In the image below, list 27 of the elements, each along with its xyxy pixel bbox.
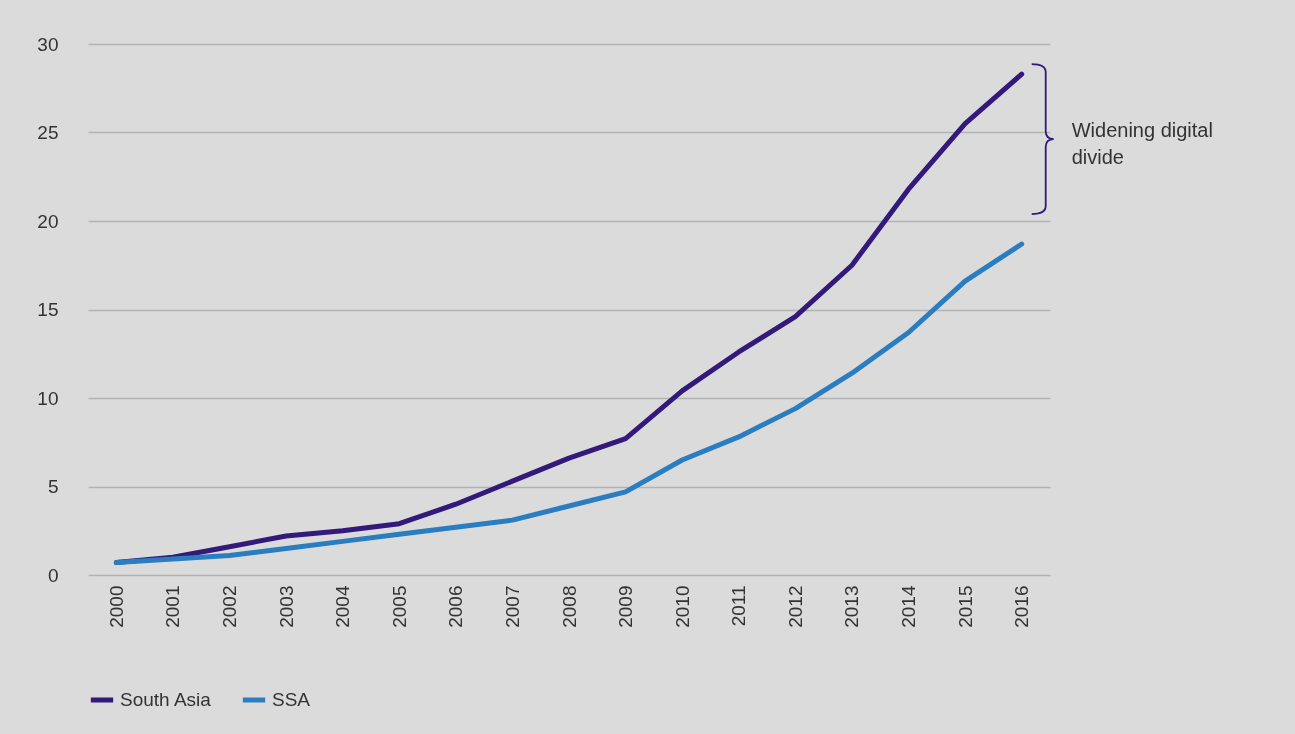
- x-tick-label: 2008: [558, 585, 580, 628]
- y-tick-label: 25: [37, 122, 59, 143]
- x-tick-label: 2005: [388, 585, 410, 628]
- x-tick-label: 2014: [898, 585, 920, 628]
- x-tick-label: 2010: [671, 585, 693, 628]
- legend-label: South Asia: [120, 689, 212, 710]
- x-tick-label: 2002: [218, 585, 240, 628]
- x-tick-label: 2016: [1011, 585, 1033, 628]
- x-tick-label: 2015: [954, 585, 976, 628]
- x-tick-label: 2003: [275, 585, 297, 628]
- x-tick-label: 2000: [105, 585, 127, 628]
- y-tick-label: 10: [37, 387, 59, 409]
- y-tick-label: 0: [47, 564, 59, 586]
- x-tick-label: 2012: [784, 585, 806, 628]
- x-tick-label: 2006: [445, 585, 467, 628]
- y-tick-label: 20: [37, 210, 59, 232]
- text: Widening digital divide: [1071, 118, 1214, 171]
- legend-label: SSA: [272, 689, 311, 710]
- y-tick-label: 5: [47, 476, 59, 497]
- y-tick-label: 30: [37, 33, 59, 55]
- x-tick-label: 2011: [728, 585, 750, 627]
- y-tick-label: 15: [37, 299, 59, 320]
- x-tick-label: 2001: [162, 585, 184, 628]
- x-tick-label: 2013: [841, 585, 863, 628]
- x-tick-label: 2007: [501, 585, 523, 628]
- x-tick-label: 2009: [615, 585, 637, 628]
- x-tick-label: 2004: [332, 585, 354, 628]
